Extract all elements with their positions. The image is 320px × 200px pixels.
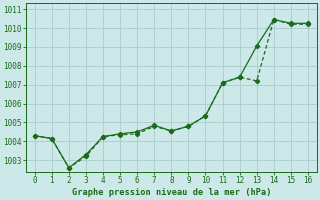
X-axis label: Graphe pression niveau de la mer (hPa): Graphe pression niveau de la mer (hPa)	[72, 188, 271, 197]
